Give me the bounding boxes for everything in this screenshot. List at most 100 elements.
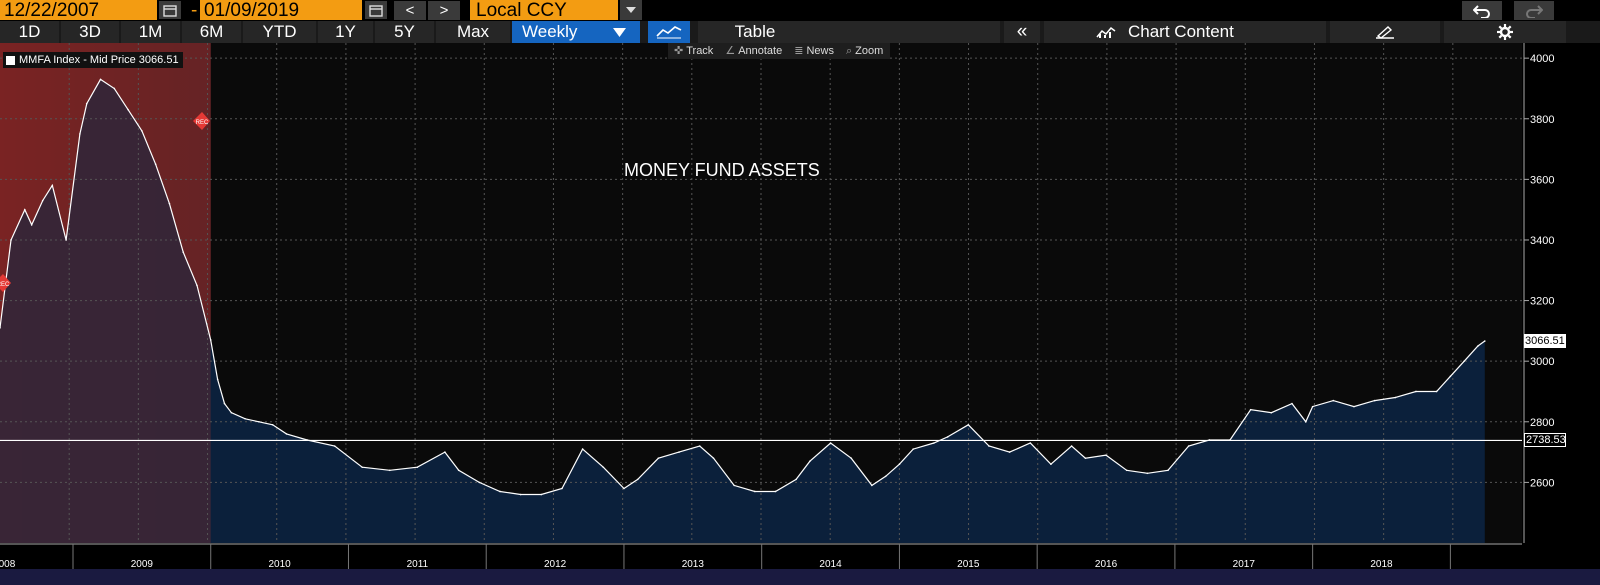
series-point (85, 102, 88, 105)
zoom-tool[interactable]: ⌕ Zoom (846, 43, 883, 59)
series-point (884, 475, 887, 478)
end-date-field[interactable]: 01/09/2019 (200, 0, 362, 21)
table-button[interactable]: Table (698, 21, 1000, 43)
x-tick-label: 2017 (1233, 559, 1256, 570)
series-point (946, 436, 949, 438)
prev-period-button[interactable]: < (394, 1, 426, 20)
period-ytd-button[interactable]: YTD (243, 21, 316, 43)
news-icon: ≣ (794, 45, 804, 57)
series-point (457, 469, 460, 472)
chart-tools: ✜ Track ∠ Annotate ≣ News ⌕ Zoom (668, 43, 890, 59)
news-label: News (806, 45, 834, 57)
series-point (1270, 411, 1273, 414)
series-point (1050, 463, 1052, 466)
calendar-icon[interactable] (365, 1, 387, 19)
settings-button[interactable] (1444, 21, 1566, 43)
annotate-tool[interactable]: ∠ Annotate (725, 43, 782, 59)
series-point (1311, 405, 1314, 408)
x-tick-label: 2010 (268, 559, 291, 570)
chevron-down-icon[interactable] (620, 0, 642, 20)
redo-icon[interactable] (1514, 1, 1554, 20)
track-label: Track (686, 45, 714, 57)
period-1y-button[interactable]: 1Y (318, 21, 373, 43)
series-point (1484, 340, 1486, 342)
status-bar (0, 569, 1600, 585)
series-point (1477, 345, 1479, 347)
series-point (1105, 454, 1107, 456)
pencil-icon (1376, 26, 1394, 39)
series-point (0, 327, 1, 329)
legend-label: MMFA Index - Mid Price 3066.51 (19, 54, 179, 66)
track-tool[interactable]: ✜ Track (674, 43, 713, 59)
series-point (23, 208, 26, 211)
recession-marker-label: REC (196, 120, 209, 126)
chart-content-button[interactable]: Chart Content (1044, 21, 1326, 43)
series-point (416, 466, 419, 469)
series-point (988, 445, 990, 447)
series-point (99, 78, 102, 81)
series-point (754, 490, 756, 493)
gear-icon (1497, 24, 1513, 40)
collapse-panel-button[interactable]: « (1004, 21, 1040, 43)
series-point (65, 239, 67, 241)
period-1m-button[interactable]: 1M (121, 21, 180, 43)
currency-select[interactable]: Local CCY (470, 0, 618, 21)
series-point (657, 457, 660, 459)
series-point (1304, 420, 1307, 423)
series-point (223, 402, 226, 405)
series-point (712, 457, 715, 459)
series-point (636, 478, 639, 481)
y-tick-label: 3800 (1530, 114, 1554, 126)
recession-marker (193, 112, 210, 130)
table-label: Table (734, 22, 776, 41)
series-point (182, 251, 184, 253)
series-point (1435, 390, 1438, 393)
news-tool[interactable]: ≣ News (794, 43, 834, 59)
series-point (1353, 405, 1355, 408)
series-point (51, 184, 54, 187)
chart-content-label: Chart Content (1128, 22, 1234, 41)
series-point (1449, 375, 1452, 378)
series-point (829, 442, 832, 444)
y-tick-label: 2600 (1530, 477, 1554, 489)
chart-annotation[interactable]: MONEY FUND ASSETS (624, 160, 820, 180)
period-1d-button[interactable]: 1D (0, 21, 59, 43)
series-point (1373, 399, 1376, 402)
date-separator: - (191, 0, 198, 21)
period-5y-button[interactable]: 5Y (375, 21, 434, 43)
series-point (499, 490, 501, 493)
annotate-label: Annotate (738, 45, 783, 57)
x-tick-label: 2016 (1095, 559, 1118, 570)
series-point (898, 463, 901, 466)
period-6m-button[interactable]: 6M (182, 21, 241, 43)
chart-toolbar: 1D 3D 1M 6M YTD 1Y 5Y Max Weekly Table « Chart … (0, 21, 1600, 43)
line-chart-icon (656, 26, 682, 39)
frequency-dropdown[interactable]: Weekly (512, 21, 640, 43)
calendar-icon[interactable] (159, 1, 181, 19)
series-point (41, 199, 44, 202)
series-area (0, 79, 1485, 544)
legend[interactable]: MMFA Index - Mid Price 3066.51 (3, 52, 183, 68)
next-period-button[interactable]: > (428, 1, 460, 20)
series-point (168, 202, 171, 205)
series-point (933, 442, 935, 444)
edit-button[interactable] (1330, 21, 1440, 43)
x-tick-label: 2014 (819, 559, 842, 570)
series-point (230, 411, 233, 414)
line-chart-button[interactable] (648, 21, 690, 43)
period-3d-button[interactable]: 3D (61, 21, 119, 43)
series-point (1125, 469, 1128, 472)
x-tick-label: 2009 (131, 559, 154, 570)
series-point (809, 460, 811, 462)
y-tick-label: 3000 (1530, 356, 1554, 368)
period-max-button[interactable]: Max (436, 21, 510, 43)
last-price-tag: 3066.51 (1524, 334, 1566, 348)
start-date-field[interactable]: 12/22/2007 (0, 0, 157, 21)
series-point (333, 445, 336, 447)
hline-price-tag: 2738.53 (1524, 433, 1566, 447)
zoom-label: Zoom (855, 45, 884, 57)
undo-icon[interactable] (1462, 1, 1502, 20)
series-point (561, 487, 563, 490)
series-point (209, 339, 212, 341)
